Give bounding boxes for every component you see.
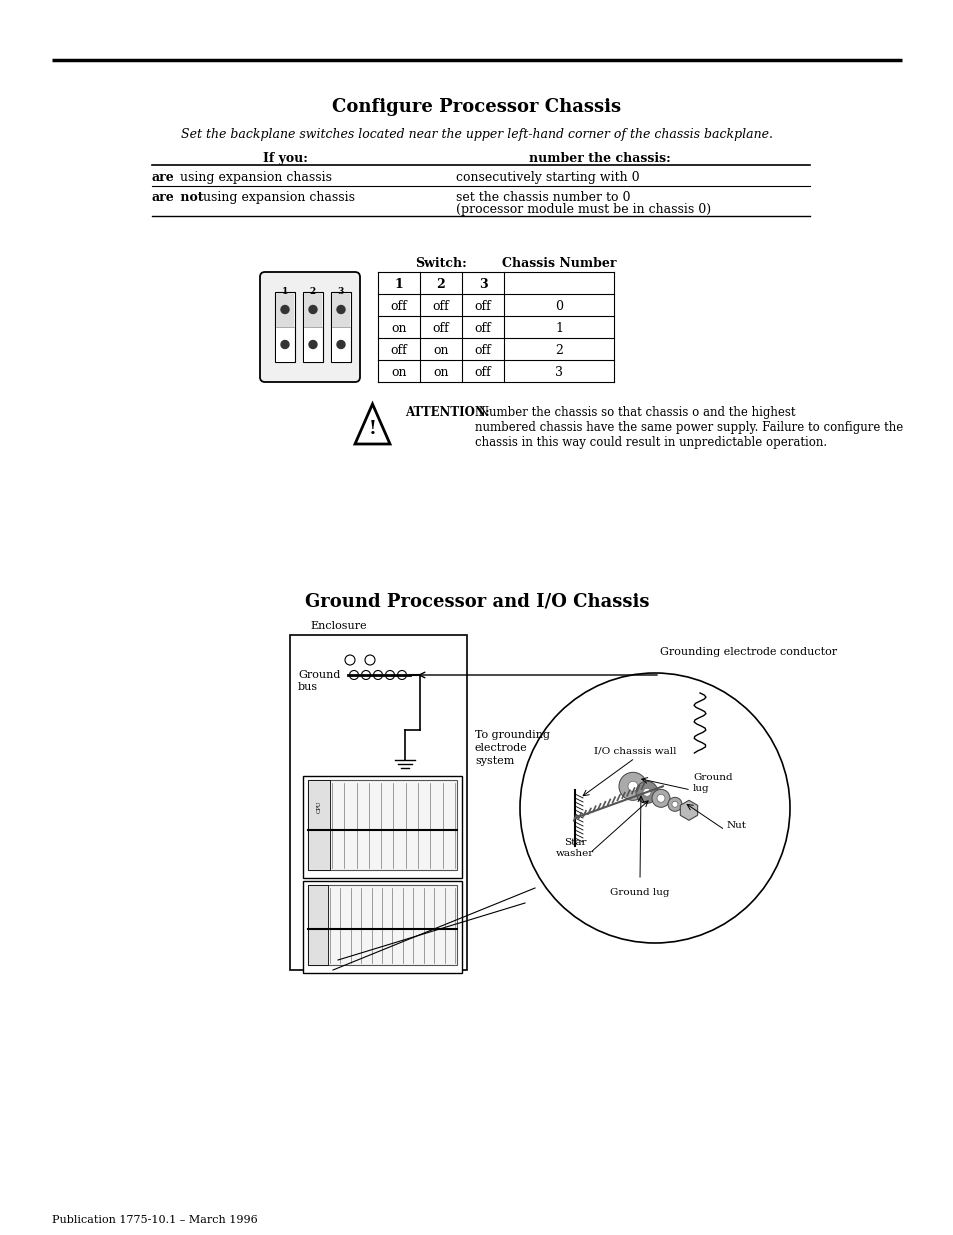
Circle shape [309, 341, 316, 348]
Circle shape [385, 671, 395, 679]
Text: To grounding
electrode
system: To grounding electrode system [475, 730, 550, 767]
Text: Set the backplane switches located near the upper left-hand corner of the chassi: Set the backplane switches located near … [181, 128, 772, 141]
Text: off: off [432, 321, 449, 335]
Text: off: off [390, 300, 407, 312]
Circle shape [365, 655, 375, 664]
Bar [304, 329, 322, 362]
Text: are: are [152, 191, 174, 204]
Bar [308, 781, 456, 869]
Circle shape [397, 671, 406, 679]
Text: CPU: CPU [316, 800, 321, 813]
Circle shape [374, 671, 382, 679]
Bar [290, 635, 467, 969]
Text: 1: 1 [395, 278, 403, 290]
Circle shape [349, 671, 358, 679]
Circle shape [336, 341, 345, 348]
Circle shape [667, 798, 681, 811]
Text: on: on [433, 343, 448, 357]
Text: ATTENTION:: ATTENTION: [405, 406, 489, 419]
Text: off: off [390, 343, 407, 357]
Text: 2: 2 [555, 343, 562, 357]
Text: Configure Processor Chassis: Configure Processor Chassis [332, 98, 621, 116]
Bar [303, 776, 461, 878]
Circle shape [636, 782, 658, 803]
Text: Switch:: Switch: [415, 257, 466, 270]
Circle shape [345, 655, 355, 664]
Bar [331, 291, 351, 362]
Text: off: off [475, 343, 491, 357]
Text: Ground
lug: Ground lug [692, 773, 732, 793]
Text: on: on [433, 366, 448, 378]
Text: 3: 3 [337, 287, 344, 296]
Text: off: off [475, 321, 491, 335]
Text: number the chassis:: number the chassis: [529, 152, 670, 165]
Text: Number the chassis so that chassis o and the highest
numbered chassis have the s: Number the chassis so that chassis o and… [475, 406, 902, 450]
Text: using expansion chassis: using expansion chassis [175, 170, 332, 184]
Polygon shape [355, 404, 390, 445]
Text: are: are [152, 170, 174, 184]
Bar [303, 881, 461, 973]
Text: 0: 0 [555, 300, 562, 312]
Text: 3: 3 [478, 278, 487, 290]
Polygon shape [679, 800, 697, 820]
Text: 1: 1 [281, 287, 288, 296]
Bar [303, 291, 323, 362]
Text: Star
washer: Star washer [556, 839, 594, 858]
Text: on: on [391, 366, 406, 378]
Text: Nut: Nut [726, 821, 746, 830]
Text: Ground
bus: Ground bus [297, 671, 340, 693]
Bar [275, 329, 294, 362]
Text: If you:: If you: [262, 152, 307, 165]
Bar [304, 293, 322, 327]
Circle shape [618, 772, 646, 800]
Circle shape [336, 305, 345, 314]
Text: 2: 2 [436, 278, 445, 290]
Circle shape [309, 305, 316, 314]
Circle shape [657, 794, 664, 803]
Text: using expansion chassis: using expansion chassis [199, 191, 355, 204]
Text: consecutively starting with 0: consecutively starting with 0 [456, 170, 639, 184]
Text: I/O chassis wall: I/O chassis wall [593, 746, 676, 755]
Text: Ground Processor and I/O Chassis: Ground Processor and I/O Chassis [304, 593, 649, 611]
Text: 2: 2 [310, 287, 315, 296]
Circle shape [627, 782, 638, 792]
Bar [308, 885, 456, 965]
Text: off: off [475, 300, 491, 312]
Text: Chassis Number: Chassis Number [501, 257, 616, 270]
Text: !: ! [368, 420, 376, 437]
Circle shape [671, 802, 678, 808]
Text: Grounding electrode conductor: Grounding electrode conductor [659, 647, 836, 657]
Text: not: not [175, 191, 203, 204]
Bar [308, 885, 328, 965]
Circle shape [281, 305, 289, 314]
Text: (processor module must be in chassis 0): (processor module must be in chassis 0) [456, 203, 710, 216]
Text: 1: 1 [555, 321, 562, 335]
Circle shape [519, 673, 789, 944]
Text: Ground lug: Ground lug [610, 888, 669, 897]
Circle shape [651, 789, 669, 808]
Text: on: on [391, 321, 406, 335]
Text: Enclosure: Enclosure [310, 621, 366, 631]
Bar [332, 293, 350, 327]
Bar [274, 291, 294, 362]
FancyBboxPatch shape [260, 272, 359, 382]
Bar [332, 329, 350, 362]
Text: off: off [432, 300, 449, 312]
Text: Publication 1775-10.1 – March 1996: Publication 1775-10.1 – March 1996 [52, 1215, 257, 1225]
Bar [275, 293, 294, 327]
Circle shape [642, 788, 650, 797]
Bar [308, 781, 330, 869]
Circle shape [361, 671, 370, 679]
Circle shape [281, 341, 289, 348]
Text: off: off [475, 366, 491, 378]
Text: set the chassis number to 0: set the chassis number to 0 [456, 191, 630, 204]
Text: 3: 3 [555, 366, 562, 378]
